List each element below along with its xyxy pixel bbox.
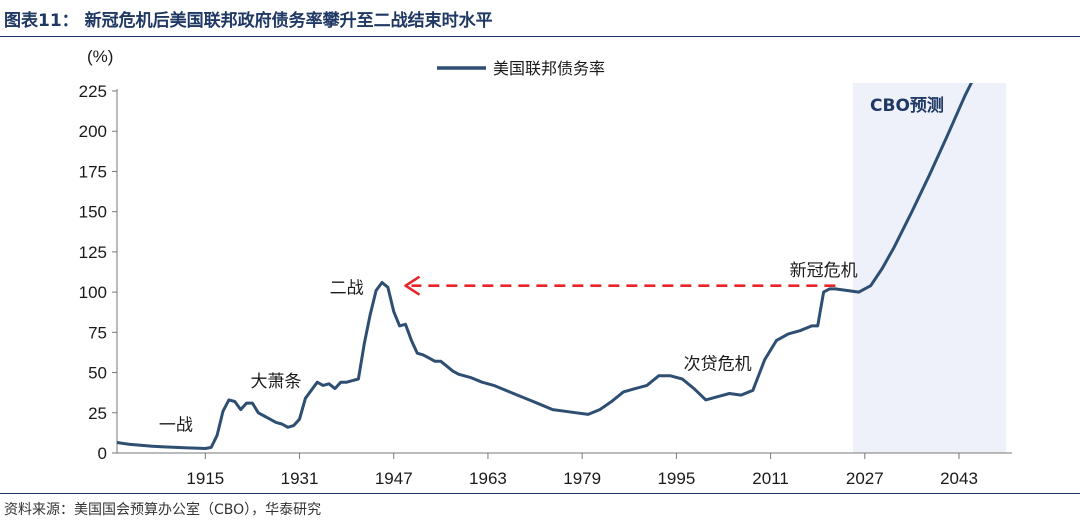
legend-label: 美国联邦债务率	[493, 59, 605, 78]
y-axis-label: (%)	[87, 47, 113, 66]
debt-ratio-chart: CBO预测 0 25 50 75 100 125 150 175 200 225 (%) 1915 19…	[79, 47, 1012, 488]
annotation-label: 新冠危机	[790, 261, 858, 281]
y-tick-label: 75	[88, 323, 107, 342]
forecast-label: CBO预测	[870, 95, 944, 116]
y-tick-label: 150	[79, 203, 107, 222]
annotation-label: 次贷危机	[684, 354, 752, 374]
top-rule	[0, 36, 1080, 37]
bottom-rule	[0, 493, 1080, 494]
y-tick-label: 225	[79, 82, 107, 101]
y-tick-label: 125	[79, 243, 107, 262]
y-tick-label: 0	[98, 444, 107, 463]
y-tick-label: 100	[79, 283, 107, 302]
source-note: 资料来源：美国国会预算办公室（CBO），华泰研究	[4, 502, 322, 518]
y-tick-label: 200	[79, 122, 107, 141]
x-tick-label: 2043	[940, 469, 978, 488]
figure-title: 图表11： 新冠危机后美国联邦政府债务率攀升至二战结束时水平	[4, 11, 493, 31]
x-tick-label: 1915	[186, 469, 224, 488]
forecast-band	[853, 83, 1006, 453]
comparison-arrow-head	[404, 275, 421, 296]
x-tick-label: 2011	[752, 469, 789, 488]
x-tick-label: 1995	[657, 469, 695, 488]
y-tick-label: 50	[88, 364, 107, 383]
series-line-0	[117, 83, 973, 450]
x-tick-label: 1963	[469, 469, 507, 488]
x-tick-label: 1947	[375, 469, 413, 488]
x-tick-label: 1931	[281, 469, 319, 488]
annotation-label: 大萧条	[250, 372, 301, 392]
y-tick-label: 175	[79, 162, 107, 181]
x-tick-label: 2027	[846, 469, 884, 488]
annotation-label: 二战	[330, 279, 364, 299]
figure-header: 图表11： 新冠危机后美国联邦政府债务率攀升至二战结束时水平	[0, 0, 1080, 36]
x-tick-label: 1979	[563, 469, 601, 488]
y-tick-label: 25	[88, 404, 107, 423]
annotation-label: 一战	[159, 415, 193, 435]
